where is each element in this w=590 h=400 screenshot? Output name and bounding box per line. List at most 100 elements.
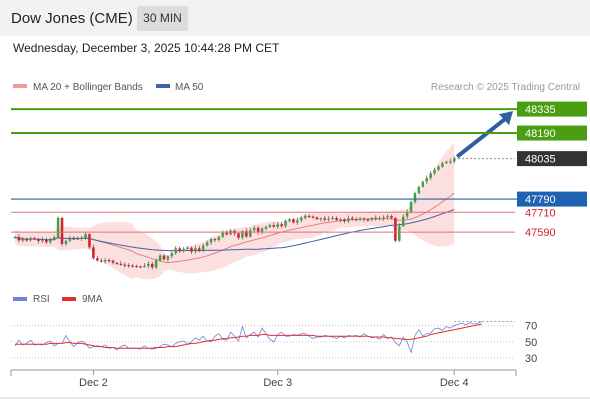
candle [209, 239, 213, 243]
candle [21, 239, 25, 241]
level-label-47710: 47710 [525, 207, 556, 219]
legend-label-ma20: MA 20 + Bollinger Bands [33, 82, 143, 93]
candle [260, 228, 264, 233]
candle [256, 227, 260, 233]
candle [64, 240, 68, 244]
level-label-47590: 47590 [525, 227, 556, 239]
candle [131, 265, 134, 267]
candle [217, 236, 221, 241]
candle [158, 255, 162, 261]
price-plot [13, 111, 513, 280]
candle [264, 226, 268, 229]
candle [362, 218, 366, 220]
legend-swatch-ma9 [62, 297, 76, 301]
candle [413, 193, 417, 203]
candle [194, 248, 197, 252]
candle [339, 219, 342, 221]
rsi-tick-label: 30 [525, 353, 537, 365]
chart-datetime: Wednesday, December 3, 2025 10:44:28 PM … [13, 41, 280, 55]
rsi-series-9ma [15, 323, 482, 349]
level-tag-48035 [517, 151, 587, 167]
candle [182, 248, 185, 252]
candle [225, 232, 229, 235]
candle [48, 239, 52, 243]
bollinger-band [15, 142, 455, 280]
candle [99, 260, 103, 262]
candle [390, 215, 393, 218]
candle [166, 256, 170, 260]
candle [92, 247, 95, 259]
rsi-plot: 70 50 30 [11, 321, 537, 365]
candle [401, 216, 405, 227]
rsi-series-rsi [14, 321, 482, 354]
candle [311, 216, 315, 218]
level-label-47790: 47790 [525, 194, 556, 206]
candle [276, 224, 280, 227]
level-tag-47790 [517, 191, 587, 207]
candle [398, 226, 401, 241]
level-label-48190: 48190 [525, 128, 556, 140]
candle [103, 260, 107, 262]
candle [327, 218, 330, 220]
instrument-title: Dow Jones (CME) [11, 10, 133, 27]
candle [150, 263, 154, 268]
candle [394, 217, 397, 241]
candle [88, 234, 91, 248]
candle [323, 218, 327, 220]
candle [143, 265, 146, 268]
candle [221, 232, 225, 237]
candle [56, 217, 60, 238]
candle [186, 247, 189, 249]
candle [409, 202, 413, 212]
projection-arrow-head [499, 111, 513, 126]
candle [13, 236, 17, 239]
candle [280, 224, 283, 227]
candle [201, 245, 205, 251]
candle [241, 231, 244, 238]
candle [354, 219, 358, 221]
candle [60, 217, 64, 244]
ma50-line [14, 209, 455, 252]
candle [268, 225, 272, 227]
candle [72, 238, 76, 240]
candle [331, 217, 334, 220]
candle [107, 260, 111, 262]
candle [417, 186, 421, 194]
candle [33, 238, 36, 240]
candle [433, 169, 436, 174]
candle [452, 158, 456, 162]
candle [17, 236, 21, 241]
level-tag-48190 [517, 125, 587, 141]
candle [147, 263, 150, 266]
candle [335, 217, 338, 221]
candle [347, 218, 350, 222]
candle [198, 248, 201, 251]
candle [123, 264, 127, 266]
candle [29, 238, 32, 241]
legend-label-rsi: RSI [33, 294, 50, 305]
candle [154, 260, 158, 268]
candle [425, 177, 429, 182]
candle [41, 240, 44, 242]
x-tick-label: Dec 2 [79, 377, 108, 389]
candle [366, 219, 370, 221]
rsi-tick-label: 70 [525, 321, 537, 333]
candle [178, 248, 181, 252]
timeframe-button[interactable]: 30 MIN [137, 6, 188, 31]
legend-label-ma9: 9MA [82, 294, 103, 305]
candle [190, 247, 193, 252]
x-tick-label: Dec 3 [263, 377, 292, 389]
level-tag-48335 [517, 101, 587, 117]
candle [84, 234, 87, 238]
candle [252, 227, 256, 231]
candle [68, 238, 72, 241]
candle [111, 260, 115, 263]
candle [96, 258, 99, 261]
legend-swatch-ma50 [156, 84, 170, 88]
candle [37, 239, 40, 242]
candle [213, 239, 217, 241]
candle [319, 218, 323, 220]
candle [245, 231, 248, 237]
candle [378, 218, 381, 220]
